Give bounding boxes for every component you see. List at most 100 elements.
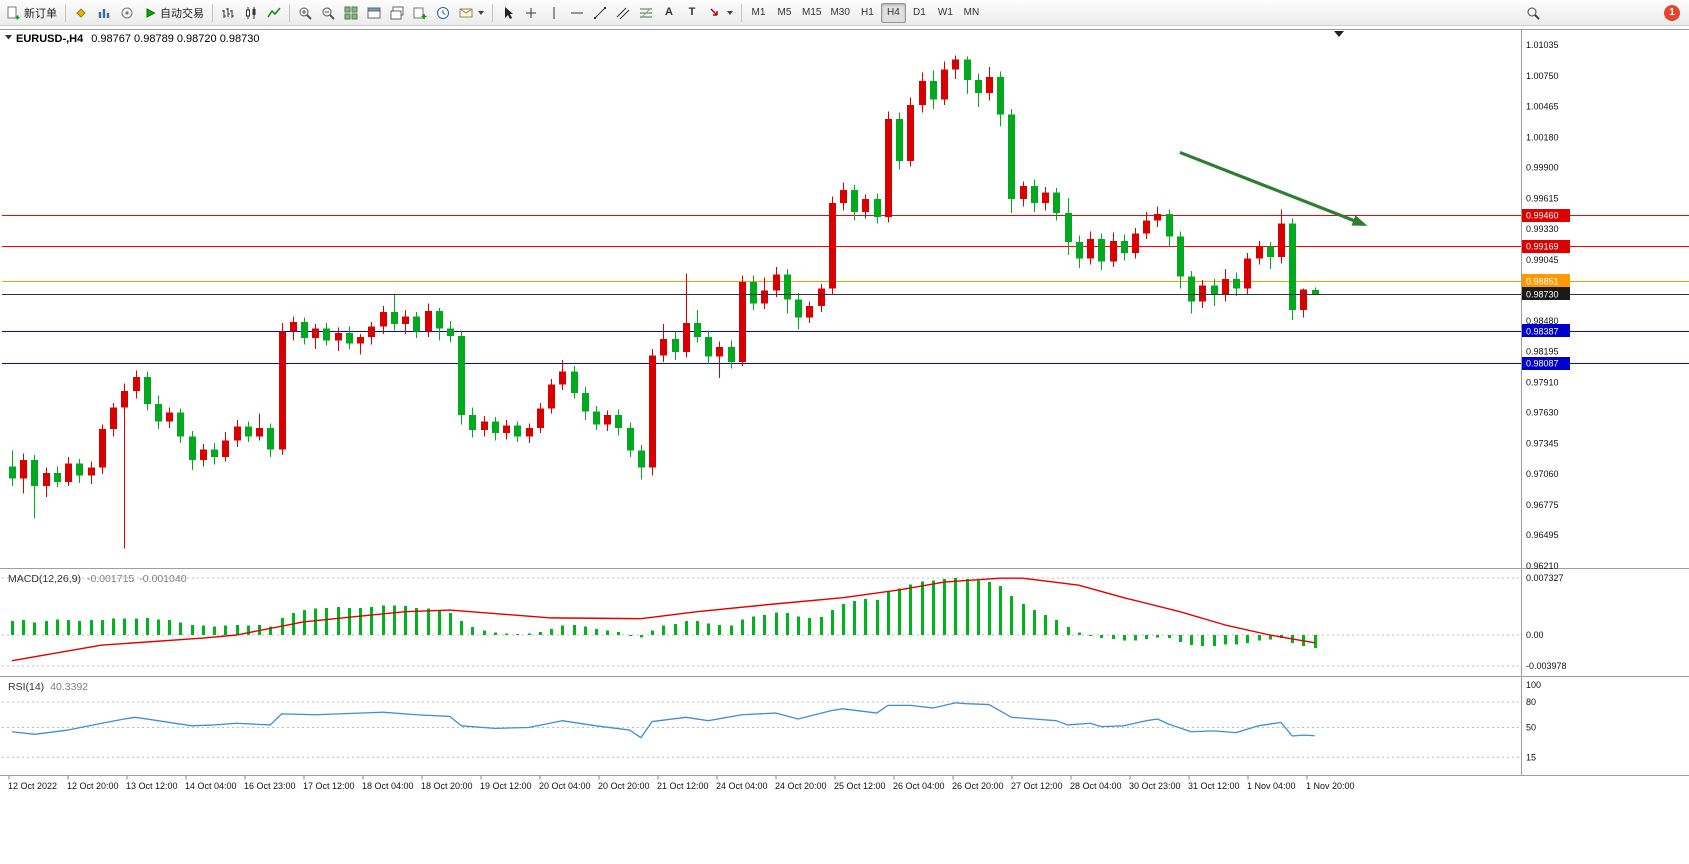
candle — [110, 407, 117, 429]
price-axis[interactable]: 1.01035 1.00750 1.00465 1.00180 0.99900 0.996… — [1526, 40, 1567, 762]
rsi-axis-label: 80 — [1526, 697, 1536, 707]
candle — [234, 426, 241, 441]
trend-arrow[interactable] — [1179, 150, 1368, 226]
data-window-button[interactable] — [93, 2, 115, 24]
navigator-button[interactable] — [116, 2, 138, 24]
fibonacci-tool-button[interactable] — [635, 2, 657, 24]
price-axis-label: 1.00750 — [1526, 71, 1559, 81]
label-tool-button[interactable]: T — [681, 2, 703, 24]
timeframe-h1[interactable]: H1 — [855, 3, 880, 23]
auto-trading-button[interactable]: 自动交易 — [139, 2, 208, 24]
chart-background — [0, 26, 1689, 864]
horizontal-line-tool-button[interactable] — [566, 2, 588, 24]
candle — [851, 190, 858, 212]
svg-text:0.98087: 0.98087 — [1526, 359, 1559, 369]
candle — [1087, 238, 1094, 259]
time-axis[interactable]: 12 Oct 2022 12 Oct 20:00 13 Oct 12:00 14 Oc… — [8, 775, 1355, 792]
market-watch-button[interactable] — [70, 2, 92, 24]
window-list-button[interactable] — [363, 2, 385, 24]
timeframe-m30[interactable]: M30 — [826, 3, 853, 23]
timeframe-mn[interactable]: MN — [959, 3, 984, 23]
time-axis-label: 20 Oct 20:00 — [598, 781, 650, 791]
time-axis-label: 27 Oct 12:00 — [1011, 781, 1063, 791]
new-order-button[interactable]: 新订单 — [3, 2, 61, 24]
clock-icon — [436, 6, 450, 20]
candle — [829, 203, 836, 289]
zoom-out-button[interactable] — [317, 2, 339, 24]
timeframe-m5[interactable]: M5 — [772, 3, 797, 23]
vertical-line-tool-button[interactable] — [543, 2, 565, 24]
candle — [1098, 238, 1105, 262]
template-button[interactable] — [455, 2, 488, 24]
period-clock-button[interactable] — [432, 2, 454, 24]
search-button[interactable] — [1522, 2, 1544, 24]
channel-tool-button[interactable] — [612, 2, 634, 24]
time-axis-label: 12 Oct 2022 — [8, 781, 57, 791]
window-icon — [367, 6, 381, 20]
price-axis-label: 1.01035 — [1526, 40, 1559, 50]
time-axis-label: 1 Nov 20:00 — [1306, 781, 1355, 791]
cascade-windows-button[interactable] — [386, 2, 408, 24]
macd-axis-label: -0.003978 — [1526, 661, 1567, 671]
candle — [1008, 114, 1015, 199]
timeframe-w1[interactable]: W1 — [933, 3, 958, 23]
chart-shift-marker[interactable] — [1334, 31, 1344, 37]
crosshair-tool-button[interactable] — [520, 2, 542, 24]
timeframe-m15[interactable]: M15 — [798, 3, 825, 23]
candle — [1110, 240, 1117, 262]
time-axis-label: 18 Oct 04:00 — [362, 781, 414, 791]
timeframe-h4[interactable]: H4 — [880, 2, 906, 23]
candle — [672, 339, 679, 353]
candle — [256, 427, 263, 437]
candle — [166, 412, 173, 422]
price-axis-label: 0.96775 — [1526, 500, 1559, 510]
candle — [346, 332, 353, 344]
candle — [402, 316, 409, 325]
toolbar: 新订单 自动交易 — [0, 0, 1689, 26]
time-axis-label: 24 Oct 20:00 — [775, 781, 827, 791]
timeframe-m1[interactable]: M1 — [746, 3, 771, 23]
market-watch-icon — [74, 6, 88, 20]
label-tool-icon: T — [688, 6, 696, 18]
text-tool-icon: A — [665, 6, 673, 18]
time-axis-label: 26 Oct 20:00 — [952, 781, 1004, 791]
zoom-in-button[interactable] — [294, 2, 316, 24]
rsi-line — [11, 702, 1315, 739]
bar-chart-mode-button[interactable] — [217, 2, 239, 24]
candle — [133, 377, 140, 392]
rsi-label: RSI(14) 40.3392 — [8, 681, 88, 693]
candle — [683, 323, 690, 353]
arrows-tool-button[interactable] — [704, 2, 737, 24]
candle — [1289, 223, 1296, 311]
time-axis-label: 16 Oct 23:00 — [244, 781, 296, 791]
price-axis-label: 0.99615 — [1526, 193, 1559, 203]
candle — [885, 118, 892, 218]
cursor-tool-button[interactable] — [497, 2, 519, 24]
notification-badge[interactable]: 1 — [1664, 4, 1680, 21]
panel-borders — [0, 29, 1689, 776]
candle — [335, 332, 342, 341]
tile-windows-button[interactable] — [340, 2, 362, 24]
text-tool-button[interactable]: A — [658, 2, 680, 24]
candlestick-mode-button[interactable] — [240, 2, 262, 24]
candle — [997, 76, 1004, 115]
timeframe-d1[interactable]: D1 — [907, 3, 932, 23]
candle — [941, 69, 948, 100]
candle — [582, 393, 589, 412]
candle — [773, 274, 780, 291]
price-chart[interactable]: 1.01035 1.00750 1.00465 1.00180 0.99900 0.996… — [0, 26, 1689, 864]
line-chart-mode-button[interactable] — [263, 2, 285, 24]
price-axis-label: 0.97060 — [1526, 469, 1559, 479]
candle — [1177, 236, 1184, 277]
trendline-tool-button[interactable] — [589, 2, 611, 24]
candle — [290, 321, 297, 332]
candle — [716, 346, 723, 357]
price-axis-label: 0.98480 — [1526, 316, 1559, 326]
chevron-down-icon — [478, 10, 484, 15]
candle — [526, 427, 533, 437]
candle — [1042, 192, 1049, 204]
candle — [907, 104, 914, 162]
new-chart-button[interactable] — [409, 2, 431, 24]
candle — [1065, 212, 1072, 243]
